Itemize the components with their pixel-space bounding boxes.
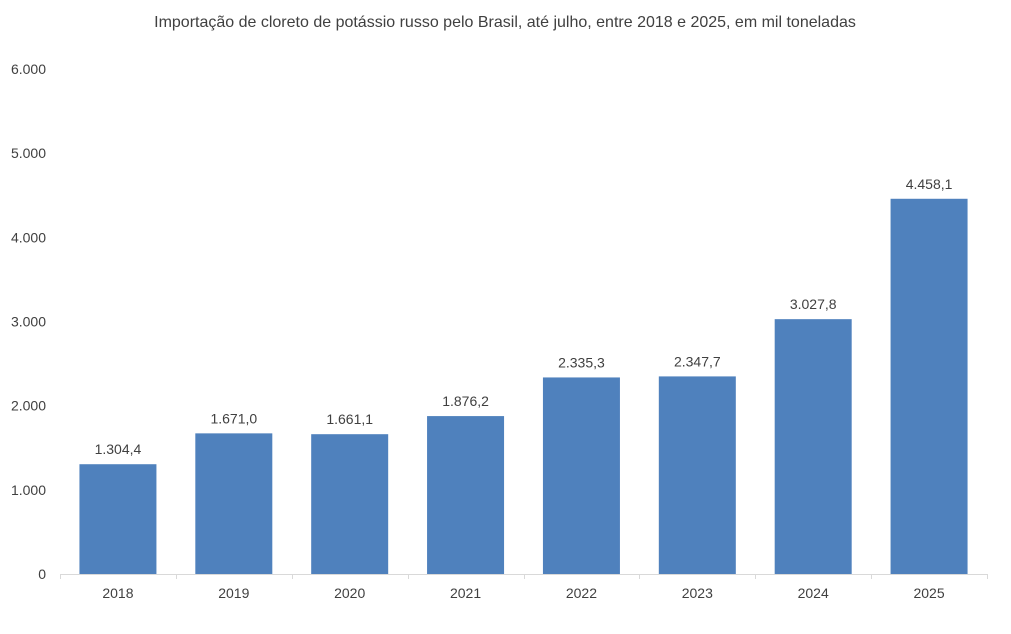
bar-2020: [311, 434, 389, 574]
data-label: 4.458,1: [906, 176, 953, 192]
data-label: 1.304,4: [95, 441, 142, 457]
x-tick-label: 2018: [102, 585, 133, 601]
bar-2024: [774, 319, 852, 574]
y-tick-label: 5.000: [11, 145, 46, 161]
bar-2021: [427, 416, 505, 574]
data-label: 2.347,7: [674, 353, 721, 369]
y-tick-label: 0: [38, 566, 46, 582]
data-label: 1.876,2: [442, 393, 489, 409]
y-tick-label: 6.000: [11, 61, 46, 77]
data-label: 1.671,0: [210, 410, 257, 426]
y-tick-label: 2.000: [11, 398, 46, 414]
data-label: 3.027,8: [790, 296, 837, 312]
x-tick-label: 2022: [566, 585, 597, 601]
bars: 1.304,4 1.671,0 1.661,1 1.876,2 2.335,3 2.347…: [79, 176, 968, 574]
data-label: 2.335,3: [558, 354, 605, 370]
y-tick-label: 1.000: [11, 482, 46, 498]
y-axis: 0 1.000 2.000 3.000 4.000 5.000 6.000: [11, 61, 46, 582]
x-tick-label: 2019: [218, 585, 249, 601]
x-axis: 2018 2019 2020 2021 2022 2023 2024 2025: [60, 574, 988, 601]
x-tick-label: 2023: [682, 585, 713, 601]
bar-2025: [890, 198, 968, 574]
x-tick-label: 2025: [913, 585, 944, 601]
bar-2023: [658, 376, 736, 574]
bar-2022: [542, 377, 620, 574]
y-tick-label: 4.000: [11, 229, 46, 245]
x-tick-label: 2020: [334, 585, 365, 601]
data-label: 1.661,1: [326, 411, 373, 427]
y-tick-label: 3.000: [11, 314, 46, 330]
bar-2019: [195, 433, 273, 574]
bar-2018: [79, 464, 157, 574]
chart-title: Importação de cloreto de potássio russo …: [154, 14, 856, 31]
x-tick-label: 2021: [450, 585, 481, 601]
x-tick-label: 2024: [798, 585, 829, 601]
